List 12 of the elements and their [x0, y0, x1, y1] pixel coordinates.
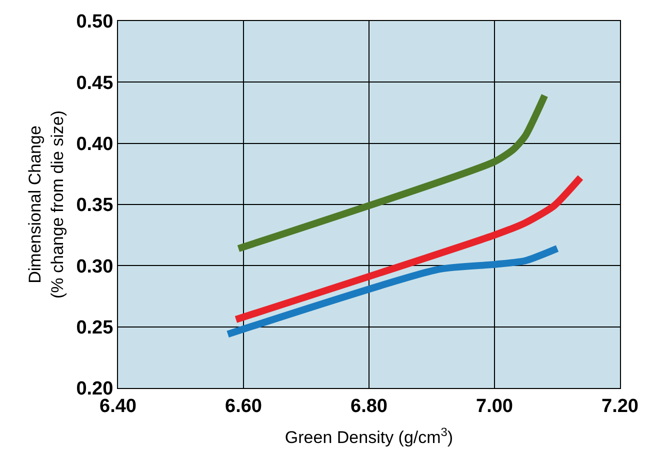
x-tick-label: 7.20	[602, 396, 638, 417]
x-tick-label: 6.60	[225, 396, 262, 417]
y-tick-label: 0.35	[76, 195, 114, 216]
y-tick-label: 0.25	[76, 317, 114, 338]
y-axis-title: Dimensional Change (% change from die size)	[26, 110, 67, 299]
x-tick-label: 7.00	[476, 396, 513, 417]
y-tick-label: 0.40	[76, 134, 114, 155]
x-axis-title: Green Density (g/cm$^{3}$)	[284, 425, 454, 448]
y-tick-label: 0.50	[76, 12, 114, 33]
x-tick-label: 6.80	[350, 396, 388, 417]
y-tick-label: 0.45	[76, 72, 114, 94]
y-tick-label: 0.30	[76, 256, 114, 278]
